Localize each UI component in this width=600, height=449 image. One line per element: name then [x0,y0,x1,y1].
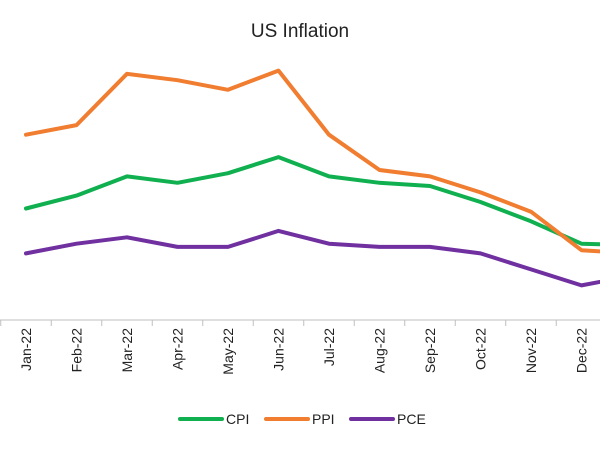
x-tick-label: Nov-22 [523,328,539,373]
series-line-cpi [24,155,600,247]
series-line-ppi [24,68,600,254]
legend-label-pce: PCE [397,411,426,427]
x-tick-label: Jan-22 [18,328,34,371]
x-tick-label: May-22 [220,328,236,375]
series-lines [24,68,600,288]
legend: CPI PPI PCE [178,411,426,427]
legend-label-cpi: CPI [226,411,249,427]
x-tick-label: Sep-22 [422,328,438,373]
series-line-pce [24,228,600,288]
x-tick-label: Feb-22 [69,328,85,373]
x-tick-label: Oct-22 [473,328,489,370]
x-tick-label: Aug-22 [372,328,388,373]
x-axis: Jan-22 Feb-22 Mar-22 Apr-22 May-22 Jun-22 Jul-… [0,319,600,375]
x-tick-label: Dec-22 [574,328,590,373]
x-tick-label: Jul-22 [321,328,337,366]
legend-label-ppi: PPI [312,411,335,427]
x-tick-label: Jun-22 [271,328,287,371]
chart-title: US Inflation [251,21,349,42]
x-tick-label: Apr-22 [170,328,186,370]
x-tick-label: Mar-22 [119,328,135,373]
